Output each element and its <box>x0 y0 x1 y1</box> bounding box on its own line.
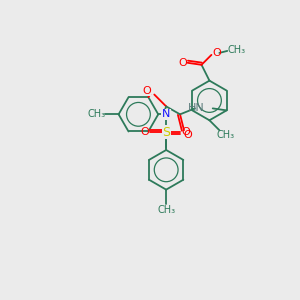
Text: O: O <box>142 85 151 96</box>
Text: CH₃: CH₃ <box>157 206 175 215</box>
Text: CH₃: CH₃ <box>227 45 245 55</box>
Text: S: S <box>162 126 170 139</box>
Text: HN: HN <box>188 103 205 113</box>
Text: O: O <box>212 48 221 58</box>
Text: N: N <box>162 109 170 119</box>
Text: O: O <box>182 127 190 137</box>
Text: O: O <box>140 127 149 137</box>
Text: CH₃: CH₃ <box>216 130 234 140</box>
Text: O: O <box>184 130 192 140</box>
Text: CH₃: CH₃ <box>88 109 106 119</box>
Text: O: O <box>178 58 187 68</box>
